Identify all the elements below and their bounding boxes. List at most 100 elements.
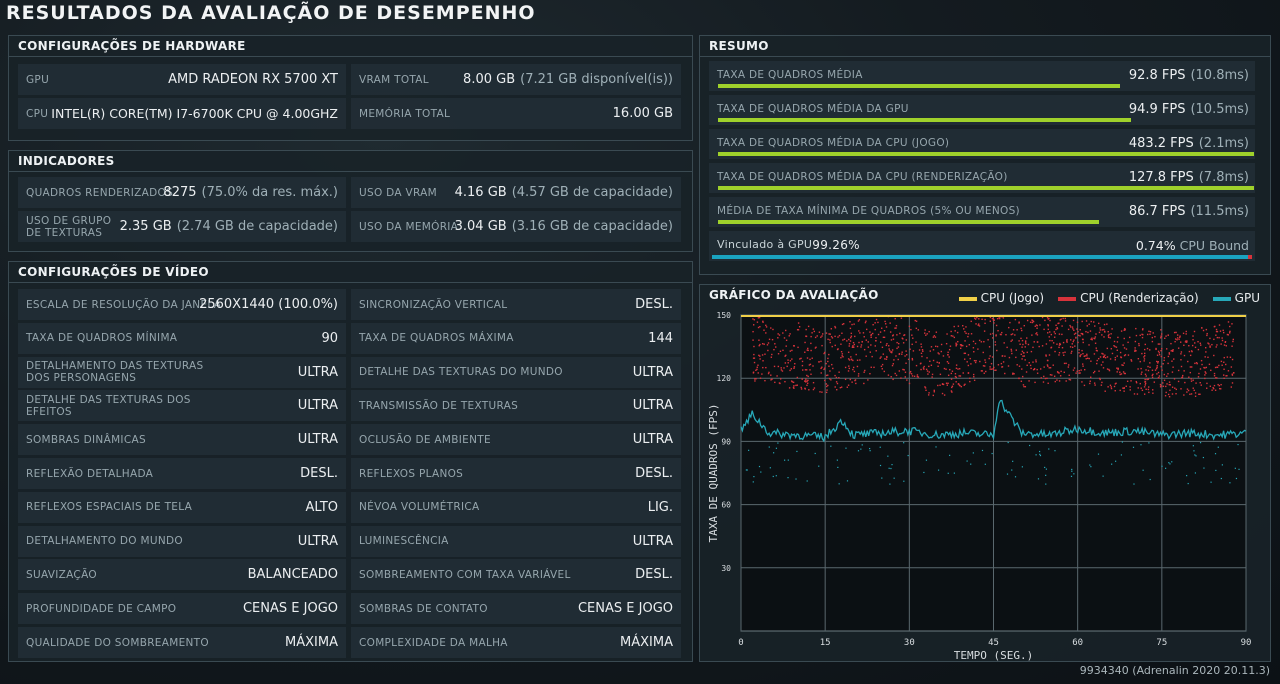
cpu-render-point — [829, 339, 831, 341]
cpu-render-point — [1085, 330, 1087, 333]
cpu-render-point — [821, 333, 824, 335]
cpu-render-point — [1007, 365, 1010, 367]
cpu-render-point — [1116, 349, 1118, 351]
cpu-render-point — [1211, 389, 1213, 391]
cpu-render-point — [779, 350, 782, 352]
cpu-render-point — [895, 324, 898, 327]
cpu-render-point — [982, 351, 984, 354]
cpu-render-point — [810, 335, 812, 338]
cpu-render-point — [992, 368, 995, 370]
cpu-render-point — [791, 381, 794, 383]
cpu-render-point — [947, 351, 949, 354]
cpu-render-point — [1047, 382, 1049, 384]
cpu-render-point — [820, 372, 822, 374]
cpu-render-point — [1160, 333, 1163, 335]
gpu-point — [795, 478, 797, 480]
video-setting-row: DETALHE DAS TEXTURAS DOS EFEITOS ULTRA — [18, 390, 346, 422]
cpu-render-point — [835, 376, 838, 379]
cpu-render-point — [1055, 328, 1057, 331]
cpu-render-point — [1227, 334, 1230, 336]
gpu-point — [1133, 483, 1135, 485]
summary-value: 483.2 FPS (2.1ms) — [1128, 135, 1249, 151]
cpu-render-point — [1098, 377, 1101, 380]
cpu-render-point — [1209, 385, 1212, 387]
cpu-render-point — [812, 365, 814, 367]
video-setting-label: DETALHAMENTO DO MUNDO — [26, 535, 183, 548]
cpu-render-point — [996, 317, 999, 320]
cpu-render-point — [954, 375, 957, 378]
cpu-render-point — [1146, 333, 1149, 336]
cpu-render-point — [1097, 357, 1100, 360]
cpu-render-point — [771, 378, 773, 380]
cpu-render-point — [1025, 340, 1027, 342]
cpu-render-point — [975, 360, 977, 362]
cpu-render-point — [949, 368, 951, 371]
cpu-render-point — [783, 367, 785, 369]
cpu-render-point — [796, 329, 799, 331]
video-setting-row: TAXA DE QUADROS MÍNIMA 90 — [18, 322, 346, 354]
cpu-render-point — [992, 337, 994, 339]
cpu-render-point — [1138, 344, 1140, 347]
gpu-point — [879, 446, 881, 448]
cpu-render-point — [1048, 367, 1050, 369]
cpu-render-point — [874, 322, 876, 324]
cpu-render-point — [877, 321, 879, 324]
gpu-point — [860, 448, 862, 450]
cpu-render-point — [1078, 370, 1080, 372]
cpu-render-point — [1089, 330, 1092, 332]
cpu-render-point — [775, 346, 777, 348]
cpu-render-point — [1063, 362, 1066, 365]
cpu-render-point — [1216, 336, 1219, 339]
cpu-render-point — [937, 384, 939, 387]
cpu-render-point — [1149, 333, 1151, 335]
cpu-render-point — [993, 366, 995, 369]
cpu-render-point — [850, 336, 852, 339]
gpu-point — [760, 471, 762, 473]
cpu-render-point — [1117, 336, 1119, 339]
cpu-render-point — [1204, 371, 1206, 373]
cpu-render-point — [1209, 346, 1211, 348]
cpu-render-point — [1056, 371, 1059, 373]
gpu-point — [972, 452, 974, 454]
bound-row: Vinculado à GPU 99.26% 0.74% CPU Bound — [709, 231, 1255, 261]
cpu-render-point — [1127, 341, 1129, 344]
cpu-render-point — [974, 318, 977, 320]
cpu-render-point — [963, 352, 966, 355]
cpu-render-point — [1109, 384, 1112, 386]
cpu-render-point — [974, 361, 977, 364]
cpu-render-point — [831, 345, 833, 348]
cpu-render-point — [1080, 353, 1082, 356]
cpu-render-point — [1142, 333, 1144, 336]
gpu-point — [1161, 465, 1163, 467]
cpu-render-point — [1047, 328, 1050, 331]
cpu-render-point — [785, 354, 787, 357]
cpu-render-point — [1070, 352, 1072, 354]
gpu-point — [836, 459, 838, 461]
video-setting-value: ULTRA — [632, 398, 673, 414]
video-setting-label: SOMBREAMENTO COM TAXA VARIÁVEL — [359, 568, 571, 581]
cpu-render-point — [824, 379, 826, 382]
cpu-render-point — [1082, 338, 1084, 341]
cpu-render-point — [780, 369, 783, 371]
cpu-render-point — [1164, 395, 1167, 397]
cpu-render-point — [1109, 337, 1111, 339]
ind-mem-row: USO DA MEMÓRIA 3.04 GB (3.16 GB de capaci… — [351, 211, 681, 242]
cpu-render-point — [803, 380, 806, 382]
cpu-render-point — [1155, 347, 1157, 350]
cpu-render-point — [900, 377, 902, 379]
cpu-render-point — [1160, 385, 1162, 387]
video-setting-row: SOMBRAS DINÂMICAS ULTRA — [18, 424, 346, 456]
cpu-render-point — [1218, 364, 1220, 367]
cpu-render-point — [911, 375, 914, 377]
cpu-render-point — [889, 350, 891, 352]
cpu-render-point — [874, 345, 876, 347]
cpu-render-point — [1030, 367, 1032, 370]
cpu-render-point — [1069, 324, 1071, 327]
cpu-render-point — [1015, 356, 1017, 359]
cpu-render-point — [1213, 325, 1216, 328]
cpu-render-point — [895, 327, 897, 329]
cpu-render-point — [1230, 366, 1233, 368]
gpu-point — [903, 480, 905, 482]
cpu-render-point — [1209, 345, 1211, 347]
gpu-point — [1014, 476, 1017, 478]
